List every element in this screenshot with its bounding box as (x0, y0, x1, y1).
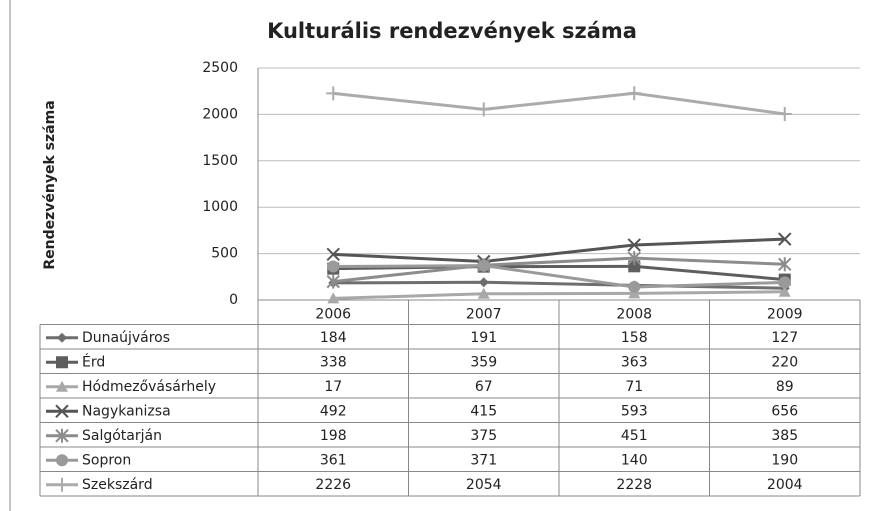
point-marker (327, 292, 340, 304)
x-tick-label: 2008 (616, 306, 652, 322)
legend-label: Szekszárd (82, 477, 153, 493)
table-value: 220 (771, 354, 798, 370)
x-tick-label: 2009 (767, 306, 803, 322)
point-marker (628, 281, 641, 294)
point-marker (778, 285, 791, 297)
y-tick-label: 2000 (202, 106, 238, 122)
legend-marker (55, 428, 69, 443)
table-value: 371 (470, 452, 497, 468)
series-line (333, 264, 785, 289)
y-tick-label: 1500 (202, 153, 238, 169)
x-tick-label: 2007 (466, 306, 502, 322)
table-value: 184 (320, 330, 347, 346)
table-value: 492 (320, 403, 347, 419)
legend-marker (56, 454, 68, 467)
table-value: 71 (625, 379, 643, 395)
point-marker (778, 276, 791, 289)
legend-label: Dunaújváros (82, 330, 170, 346)
series-line (333, 91, 785, 116)
x-tick-label: 2006 (315, 306, 351, 322)
table-value: 451 (621, 428, 648, 444)
table-value: 158 (621, 330, 648, 346)
point-marker (778, 257, 792, 272)
y-tick-label: 500 (211, 246, 238, 262)
table-value: 191 (470, 330, 497, 346)
legend-label: Hódmezővásárhely (82, 379, 216, 395)
point-marker (478, 277, 489, 288)
table-value: 2054 (466, 477, 502, 493)
point-marker (326, 86, 341, 101)
legend-marker (56, 356, 68, 369)
series-line (333, 256, 785, 284)
chart-title: Kulturális rendezvények száma (267, 19, 637, 43)
table-value: 359 (470, 354, 497, 370)
legend-marker (55, 404, 69, 418)
legend-label: Sopron (82, 452, 131, 468)
table-value: 67 (475, 379, 493, 395)
table-value: 140 (621, 452, 648, 468)
table-value: 2004 (767, 477, 803, 493)
table-value: 190 (771, 452, 798, 468)
y-tick-label: 0 (229, 292, 238, 308)
point-marker (326, 247, 340, 262)
point-marker (627, 251, 641, 266)
point-marker (778, 232, 792, 246)
y-tick-label: 2500 (202, 60, 238, 76)
table-value: 593 (621, 403, 648, 419)
series-line (333, 280, 785, 290)
table-value: 656 (771, 403, 798, 419)
legend-label: Nagykanizsa (82, 403, 171, 419)
table-value: 89 (776, 379, 794, 395)
legend-label: Salgótarján (82, 428, 162, 444)
table-value: 361 (320, 452, 347, 468)
table-value: 385 (771, 428, 798, 444)
point-marker (477, 287, 490, 299)
legend-marker (57, 332, 67, 343)
table-value: 17 (324, 379, 342, 395)
point-marker (326, 274, 340, 289)
point-marker (477, 259, 490, 272)
point-marker (627, 86, 642, 101)
point-marker (628, 260, 641, 273)
legend-label: Érd (82, 353, 105, 370)
table-value: 415 (470, 403, 497, 419)
table-value: 338 (320, 354, 347, 370)
point-marker (327, 260, 340, 273)
table-value: 2228 (616, 477, 652, 493)
legend-marker (56, 380, 68, 392)
point-marker (627, 238, 641, 252)
table-value: 363 (621, 354, 648, 370)
table-value: 375 (470, 428, 497, 444)
point-marker (476, 102, 491, 117)
point-marker (777, 107, 792, 122)
table-value: 127 (771, 330, 798, 346)
y-tick-label: 1000 (202, 199, 238, 215)
series-line (333, 290, 785, 300)
legend-marker (55, 477, 69, 492)
series-line (333, 237, 785, 263)
series-line (333, 264, 785, 282)
table-value: 2226 (315, 477, 351, 493)
table-value: 198 (320, 428, 347, 444)
y-axis-label: Rendezvények száma (42, 100, 58, 269)
